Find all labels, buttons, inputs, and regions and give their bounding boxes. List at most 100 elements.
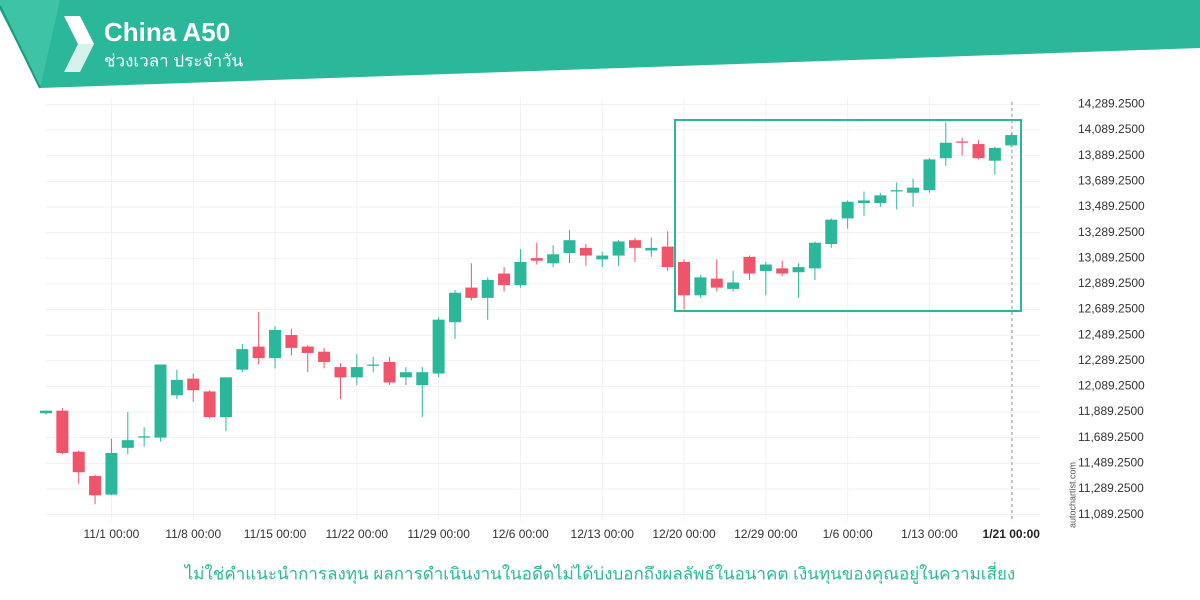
y-tick-label: 13,289.2500 <box>1078 225 1145 239</box>
y-tick-label: 11,889.2500 <box>1078 404 1144 418</box>
candle-body <box>170 379 183 396</box>
candle-body <box>219 377 232 418</box>
candle-body <box>710 278 723 288</box>
candle-body <box>56 410 69 453</box>
pattern-box <box>674 119 1022 312</box>
candle-body <box>334 367 347 378</box>
chart-subtitle: ช่วงเวลา ประจำวัน <box>104 51 244 70</box>
y-tick-label: 13,089.2500 <box>1078 250 1145 264</box>
candle-body <box>465 287 478 298</box>
candle-body <box>743 256 756 274</box>
candle-body <box>907 187 920 193</box>
y-tick-label: 11,289.2500 <box>1078 481 1144 495</box>
y-tick-label: 12,489.2500 <box>1078 327 1145 341</box>
candle-body <box>269 329 282 359</box>
candle-body <box>252 346 265 359</box>
candle-body <box>399 372 412 378</box>
candle-body <box>498 273 511 286</box>
candle-body <box>923 159 936 191</box>
candle-body <box>449 292 461 323</box>
candle-body <box>547 254 560 264</box>
candle-body <box>432 319 445 374</box>
x-tick-label: 1/6 00:00 <box>823 527 873 541</box>
candle-body <box>612 241 625 256</box>
x-tick-label: 12/20 00:00 <box>652 527 716 541</box>
x-tick-label: 11/8 00:00 <box>165 527 221 541</box>
candle-body <box>841 201 854 219</box>
x-tick-label: 11/29 00:00 <box>407 527 470 541</box>
candle-body <box>301 346 314 353</box>
plot-area: 11,089.2500 11,289.2500 11,489.2500 11,689.… <box>40 97 1145 541</box>
candle-body <box>808 242 821 269</box>
y-tick-label: 12,289.2500 <box>1078 353 1145 367</box>
x-tick-label: 11/1 00:00 <box>84 527 140 541</box>
x-tick-label: 11/22 00:00 <box>326 527 389 541</box>
y-tick-label: 13,689.2500 <box>1078 173 1145 187</box>
y-tick-label: 12,689.2500 <box>1078 302 1145 316</box>
candle-body <box>727 282 740 289</box>
candle-body <box>792 267 805 273</box>
y-tick-label: 13,489.2500 <box>1078 199 1145 213</box>
candle-body <box>416 372 429 386</box>
x-tick-label: 12/29 00:00 <box>734 527 798 541</box>
candle-body <box>596 255 609 260</box>
candle-body <box>628 240 641 248</box>
header-edge <box>0 5 41 89</box>
header-banner <box>0 0 1200 88</box>
chart-title: China A50 <box>104 17 230 47</box>
candle-body <box>645 247 658 251</box>
candle-body <box>121 440 134 448</box>
candle-body <box>89 476 102 496</box>
candle-body <box>890 190 903 192</box>
candle-body <box>481 279 494 298</box>
candle-body <box>858 200 870 204</box>
candle-body <box>1005 135 1018 146</box>
watermark: autochartist.com <box>1067 462 1077 528</box>
candle-body <box>187 378 200 391</box>
candle-body <box>759 264 772 271</box>
candle-body <box>105 452 118 495</box>
candle-body <box>367 364 380 366</box>
candle-body <box>514 261 527 286</box>
candle-body <box>383 361 396 383</box>
candle-body <box>138 436 151 438</box>
disclaimer: ไม่ใช่คำแนะนำการลงทุน ผลการดำเนินงานในอด… <box>183 561 1015 584</box>
candle-body <box>972 144 985 159</box>
x-tick-label: 11/15 00:00 <box>244 527 307 541</box>
y-tick-label: 14,289.2500 <box>1078 97 1145 111</box>
candle-body <box>874 195 887 204</box>
y-tick-label: 14,089.2500 <box>1078 122 1145 136</box>
x-tick-label: 1/13 00:00 <box>901 527 958 541</box>
candle-body <box>40 410 52 414</box>
candle-body <box>956 141 969 143</box>
candle-body <box>318 351 331 362</box>
y-tick-label: 12,889.2500 <box>1078 276 1145 290</box>
candle-body <box>350 367 363 378</box>
candle-body <box>579 247 592 256</box>
candle-body <box>285 335 298 348</box>
candle-body <box>661 246 674 268</box>
candle-body <box>678 261 691 296</box>
x-tick-label: 12/6 00:00 <box>492 527 549 541</box>
candle-body <box>154 364 167 438</box>
y-tick-label: 13,889.2500 <box>1078 148 1145 162</box>
candle-body <box>825 219 838 245</box>
candle-body <box>236 349 249 370</box>
header-accent <box>0 0 60 88</box>
candle-body <box>72 451 85 473</box>
y-tick-label: 11,089.2500 <box>1078 507 1144 521</box>
candle-body <box>530 258 543 261</box>
candle-body <box>694 277 707 296</box>
x-tick-label: 1/21 00:00 <box>983 527 1041 541</box>
candle-body <box>988 147 1001 161</box>
candle-body <box>203 391 216 418</box>
candle-body <box>939 142 952 159</box>
candle-body <box>563 240 576 254</box>
y-tick-label: 12,089.2500 <box>1078 379 1145 393</box>
y-tick-label: 11,489.2500 <box>1078 455 1144 469</box>
x-tick-label: 12/13 00:00 <box>571 527 635 541</box>
logo <box>64 16 94 72</box>
candle-body <box>776 268 789 274</box>
y-tick-label: 11,689.2500 <box>1078 430 1144 444</box>
